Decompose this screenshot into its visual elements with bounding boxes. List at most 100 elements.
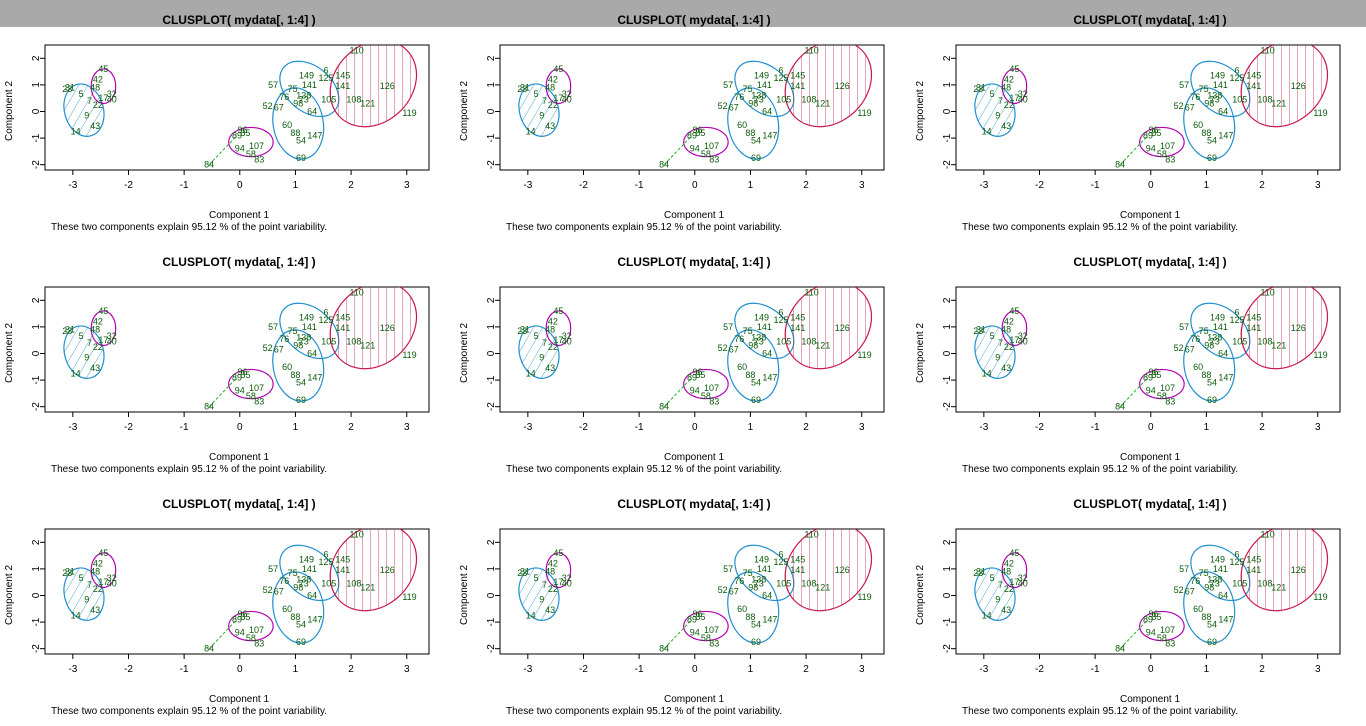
point-label: 69 (751, 637, 761, 647)
point-label: 147 (307, 372, 322, 382)
point-label: 126 (1291, 81, 1306, 91)
point-label: 43 (545, 363, 555, 373)
x-tick-label: 1 (1204, 422, 1210, 433)
point-label: 85 (1151, 128, 1161, 138)
point-label: 110 (349, 529, 363, 539)
y-tick-label: 1 (486, 82, 497, 88)
point-label: 138 (1207, 91, 1222, 101)
y-tick-label: 2 (31, 55, 42, 61)
plot-title: CLUSPLOT( mydata[, 1:4] ) (1073, 497, 1226, 511)
x-tick-label: 2 (1259, 664, 1265, 675)
point-label: 138 (296, 333, 311, 343)
point-label: 48 (545, 83, 555, 93)
point-label: 88 (745, 612, 755, 622)
point-label: 31 (65, 325, 75, 335)
point-label: 54 (1207, 136, 1217, 146)
cluster-ellipse-6 (329, 287, 418, 370)
point-label: 6 (324, 549, 329, 559)
x-tick-label: 1 (1204, 180, 1210, 191)
point-label: 9 (539, 352, 544, 362)
y-axis-label: Component 2 (915, 323, 926, 383)
point-label: 31 (520, 325, 530, 335)
point-label: 40 (1018, 337, 1028, 347)
variability-note: These two components explain 95.12 % of … (506, 706, 782, 717)
cluster-link-line (663, 377, 693, 408)
point-label: 105 (776, 95, 791, 105)
plot-area: -3 -2 -1 0 1 2 3-2-101223315714439424532481740… (31, 528, 430, 675)
plot-frame (499, 44, 885, 171)
y-tick-label: 0 (942, 108, 953, 114)
point-label: 31 (520, 567, 530, 577)
clusplot-svg: CLUSPLOT( mydata[, 1:4] ) -3 -2 -1 0 1 2 3-2-1… (4, 255, 430, 475)
point-label: 76 (1190, 334, 1200, 344)
clusplot-panel-r2-c3: CLUSPLOT( mydata[, 1:4] ) -3 -2 -1 0 1 2 3 -2 -1… (911, 242, 1366, 484)
cluster-ellipse-6 (784, 287, 873, 370)
y-tick-label: 1 (942, 324, 953, 330)
x-tick-label: 3 (404, 180, 410, 191)
point-label: 69 (296, 395, 306, 405)
point-label: 96 (693, 367, 703, 377)
plot-area: -3 -2 -1 0 1 2 3-2-101223315714439424532481740… (942, 286, 1341, 433)
x-tick-label: 2 (803, 422, 809, 433)
point-label: 31 (65, 83, 75, 93)
point-label: 89 (1143, 614, 1153, 624)
point-label: 45 (98, 64, 108, 74)
point-label: 7 (998, 338, 1003, 348)
point-label: 23 (517, 84, 527, 94)
x-tick-label: 3 (859, 422, 865, 433)
y-axis-label: Component 2 (4, 323, 15, 383)
variability-note: These two components explain 95.12 % of … (51, 222, 327, 233)
point-label: 121 (815, 341, 830, 351)
point-label: 125 (319, 557, 334, 567)
point-label: 105 (321, 95, 336, 105)
point-label: 23 (62, 326, 72, 336)
point-label: 149 (754, 555, 769, 565)
cluster-ellipse-6 (329, 45, 418, 128)
point-label: 145 (335, 313, 350, 323)
x-tick-label: 1 (748, 180, 754, 191)
point-label: 98 (293, 99, 303, 109)
point-label: 57 (723, 80, 733, 90)
point-label: 45 (553, 64, 563, 74)
point-label: 42 (548, 559, 558, 569)
point-label: 76 (1190, 92, 1200, 102)
point-label: 107 (1160, 141, 1175, 151)
point-label: 96 (1149, 125, 1159, 135)
point-label: 48 (1001, 83, 1011, 93)
point-label: 69 (751, 153, 761, 163)
point-label: 94 (1146, 144, 1156, 154)
x-axis-label: Component 1 (664, 694, 724, 705)
x-axis-label: Component 1 (664, 452, 724, 463)
point-label: 23 (517, 568, 527, 578)
variability-note: These two components explain 95.12 % of … (962, 222, 1238, 233)
point-label: 73 (1210, 579, 1220, 589)
point-label: 88 (745, 370, 755, 380)
plot-frame (499, 528, 885, 655)
cluster-ellipse-4 (1183, 571, 1236, 644)
point-label: 73 (1210, 95, 1220, 105)
x-axis-label: Component 1 (209, 210, 269, 221)
point-label: 94 (235, 144, 245, 154)
point-label: 145 (790, 313, 805, 323)
point-label: 7 (87, 338, 92, 348)
point-label: 43 (90, 605, 100, 615)
point-label: 75 (288, 84, 298, 94)
point-label: 89 (232, 372, 242, 382)
y-tick-label: -1 (486, 375, 497, 384)
point-label: 141 (335, 323, 350, 333)
cluster-ellipse-6 (329, 529, 418, 612)
point-label: 149 (1210, 555, 1225, 565)
point-label: 58 (701, 149, 711, 159)
point-label: 84 (659, 644, 669, 654)
y-tick-label: 2 (942, 55, 953, 61)
point-label: 31 (976, 567, 986, 577)
variability-note: These two components explain 95.12 % of … (962, 464, 1238, 475)
x-tick-label: 2 (1259, 180, 1265, 191)
point-label: 14 (526, 126, 536, 136)
cluster-ellipse-4 (272, 87, 325, 160)
point-label: 52 (718, 101, 728, 111)
y-tick-label: -2 (942, 644, 953, 653)
y-tick-label: -1 (942, 617, 953, 626)
